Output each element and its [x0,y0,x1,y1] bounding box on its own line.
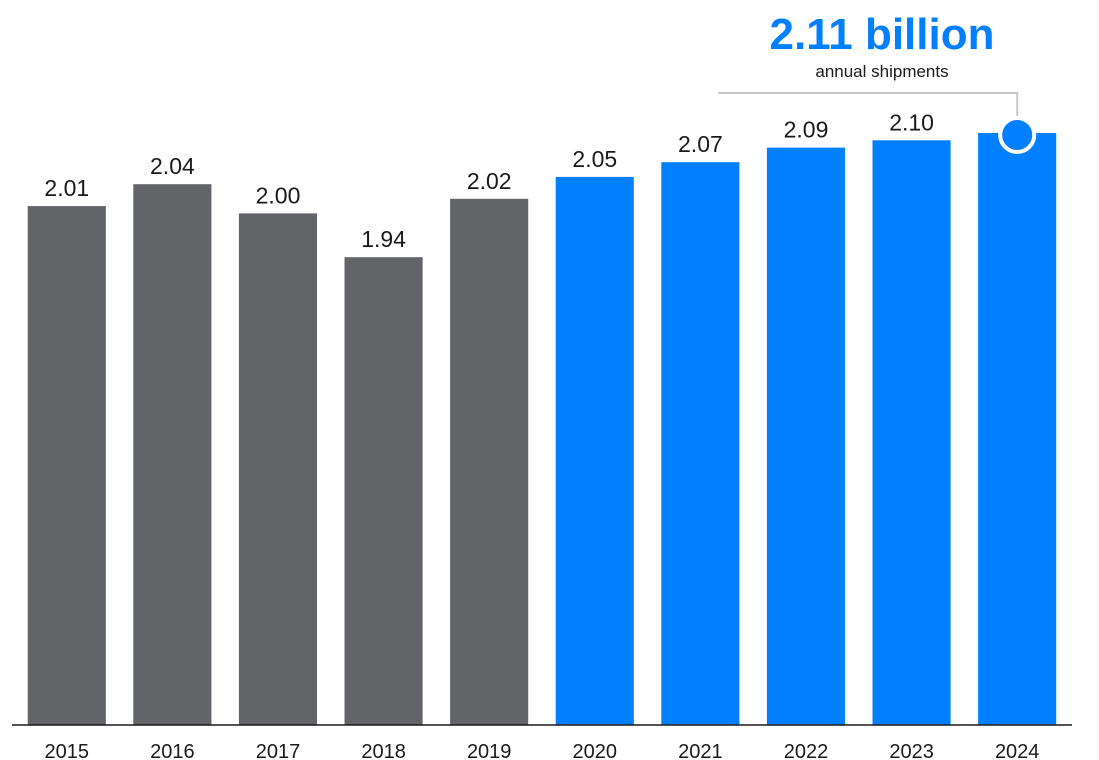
value-label-2016: 2.04 [150,153,195,179]
bar-2015 [27,206,106,726]
x-tick-label-2020: 2020 [573,741,618,760]
x-tick-label-2018: 2018 [361,741,406,760]
bars-group [27,133,1057,726]
callout: 2.11 billion annual shipments [718,10,1019,127]
x-tick-label-2015: 2015 [45,741,90,760]
value-label-2022: 2.09 [784,117,829,143]
bar-2024 [978,133,1057,725]
value-label-2019: 2.02 [467,168,512,194]
value-label-2018: 1.94 [361,226,406,252]
x-tick-label-2023: 2023 [889,741,934,760]
bar-2016 [133,184,212,725]
bar-2018 [344,257,423,725]
bar-2023 [872,140,951,726]
callout-marker [998,116,1037,154]
callout-caption: annual shipments [815,62,948,81]
x-tick-label-2024: 2024 [995,741,1040,760]
value-label-2023: 2.10 [889,109,934,135]
x-tick-label-2016: 2016 [150,741,195,760]
value-label-2017: 2.00 [256,182,301,208]
bar-2020 [555,176,634,725]
value-label-2020: 2.05 [572,146,617,172]
bar-2019 [450,198,529,726]
bar-2022 [766,147,845,726]
bar-2017 [238,213,317,725]
value-label-2015: 2.01 [44,175,89,201]
x-tick-label-2022: 2022 [784,741,829,760]
x-tick-label-2021: 2021 [678,741,723,760]
x-tick-label-2017: 2017 [256,741,301,760]
callout-connector-line [718,92,1019,127]
value-label-2021: 2.07 [678,131,723,157]
callout-value: 2.11 billion [770,10,995,59]
bar-2021 [661,162,740,725]
value-labels-group: 2.01 2.04 2.00 1.94 2.02 2.05 2.07 2.09 2.10 [44,109,934,252]
x-tick-label-2019: 2019 [467,741,512,760]
x-axis-ticks-group: 2015 2016 2017 2018 2019 2020 2021 2022 2023 2024 [45,741,1040,760]
